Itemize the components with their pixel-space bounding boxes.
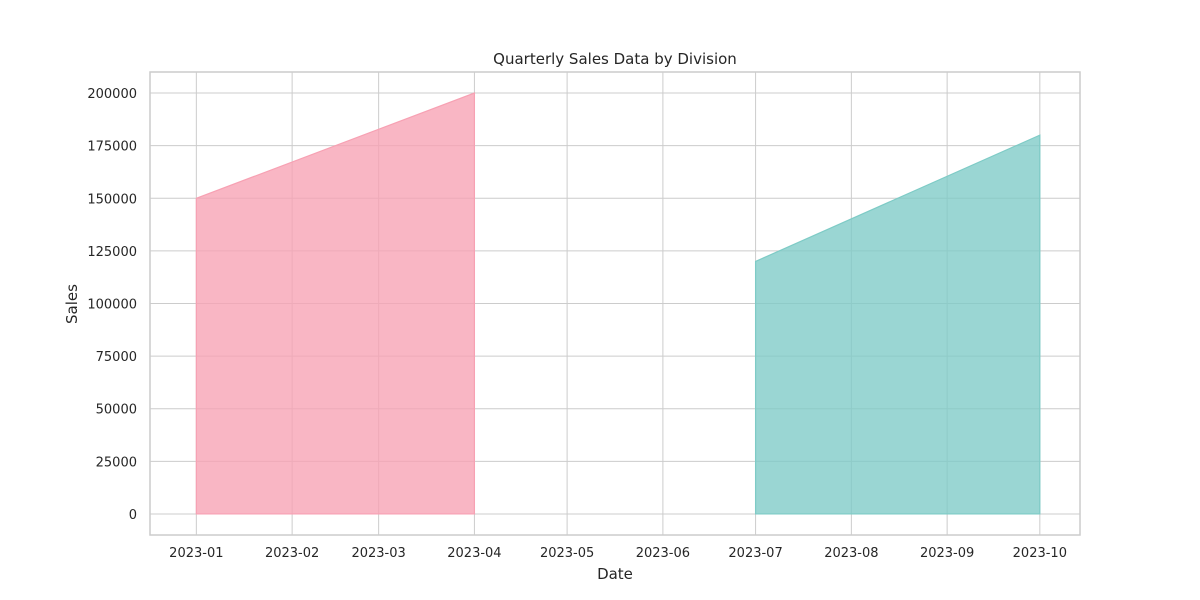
y-tick-label: 100000 <box>87 298 137 313</box>
x-tick-label: 2023-06 <box>636 546 690 561</box>
x-tick-label: 2023-02 <box>265 546 319 561</box>
area-series-2 <box>754 134 1041 515</box>
x-tick-label: 2023-05 <box>540 546 594 561</box>
y-tick-label: 125000 <box>87 245 137 260</box>
x-tick-label: 2023-10 <box>1013 546 1067 561</box>
x-tick-label: 2023-01 <box>169 546 223 561</box>
chart-title: Quarterly Sales Data by Division <box>493 50 737 68</box>
area-series-1 <box>195 92 476 515</box>
y-tick-label: 175000 <box>87 140 137 155</box>
y-tick-label: 25000 <box>96 455 137 470</box>
y-tick-label: 200000 <box>87 87 137 102</box>
x-tick-label: 2023-09 <box>920 546 974 561</box>
x-axis-label: Date <box>597 565 633 583</box>
plot-frame <box>149 71 1081 536</box>
x-ticks: 2023-01 2023-02 2023-03 2023-04 2023-05 2023-… <box>169 546 1067 561</box>
series-areas <box>195 92 1041 515</box>
x-tick-label: 2023-08 <box>824 546 878 561</box>
y-tick-label: 150000 <box>87 192 137 207</box>
y-tick-label: 50000 <box>96 403 137 418</box>
y-ticks: 0 25000 50000 75000 100000 125000 150000 175000… <box>87 87 137 523</box>
x-tick-label: 2023-04 <box>447 546 501 561</box>
y-axis-label: Sales <box>63 284 81 324</box>
x-tick-label: 2023-03 <box>351 546 405 561</box>
x-tick-label: 2023-07 <box>728 546 782 561</box>
y-tick-label: 75000 <box>96 350 137 365</box>
y-tick-label: 0 <box>129 508 137 523</box>
